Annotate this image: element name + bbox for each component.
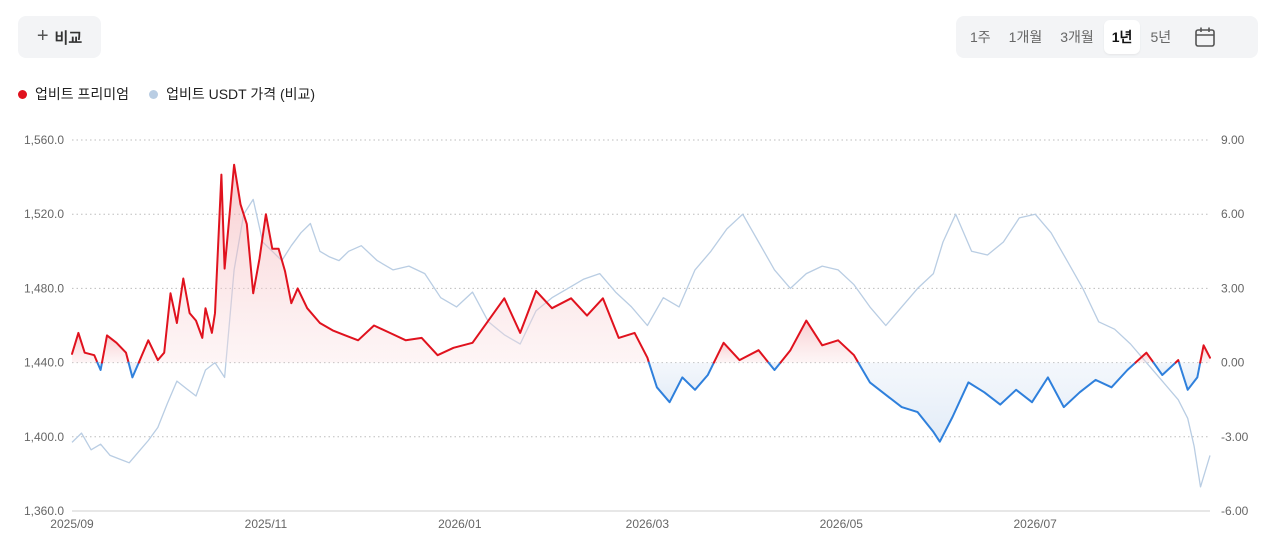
legend-dot-premium xyxy=(18,89,27,99)
range-tab-1w[interactable]: 1주 xyxy=(970,29,991,45)
x-tick-label: 2026/07 xyxy=(1013,517,1057,531)
premium-area-positive xyxy=(138,164,649,363)
chart-legend: 업비트 프리미엄 업비트 USDT 가격 (비교) xyxy=(18,84,315,104)
premium-line-negative xyxy=(96,361,103,371)
legend-dot-usdt xyxy=(149,89,159,99)
y-tick-right: 0.00 xyxy=(1221,356,1245,370)
range-tab-1y[interactable]: 1년 xyxy=(1103,20,1141,54)
y-tick-right: 3.00 xyxy=(1221,281,1245,295)
premium-line-positive xyxy=(71,331,99,364)
premium-area-negative xyxy=(648,362,714,403)
y-tick-left: 1,360.0 xyxy=(24,504,64,518)
premium-area-positive xyxy=(72,332,98,363)
premium-area-positive xyxy=(1200,345,1210,363)
range-tab-1m[interactable]: 1개월 xyxy=(1008,29,1043,45)
premium-area-negative xyxy=(768,362,781,370)
x-tick-label: 2026/03 xyxy=(626,517,670,531)
range-tab-3m[interactable]: 3개월 xyxy=(1060,29,1094,45)
legend-item-usdt[interactable]: 업비트 USDT 가격 (비교) xyxy=(149,84,315,104)
premium-line-negative xyxy=(647,361,715,404)
x-tick-label: 2026/01 xyxy=(438,517,482,531)
y-tick-right: -3.00 xyxy=(1221,430,1249,444)
range-tab-5y[interactable]: 5년 xyxy=(1150,29,1172,45)
premium-line-positive xyxy=(1134,351,1155,364)
y-tick-right: 9.00 xyxy=(1221,133,1245,147)
premium-line-negative xyxy=(857,361,1137,443)
premium-line-positive xyxy=(712,341,770,364)
usdt-price-line xyxy=(71,198,1211,488)
y-tick-right: -6.00 xyxy=(1221,504,1249,518)
y-tick-left: 1,480.0 xyxy=(24,281,64,295)
premium-line-positive xyxy=(1199,344,1211,364)
premium-area-negative xyxy=(1153,362,1176,375)
x-tick-label: 2025/09 xyxy=(50,517,94,531)
compare-button-label: 비교 xyxy=(54,29,83,47)
y-tick-left: 1,520.0 xyxy=(24,207,64,221)
premium-area-negative xyxy=(1179,362,1201,390)
legend-item-premium[interactable]: 업비트 프리미엄 xyxy=(18,84,129,104)
range-selector: 1주 1개월 3개월 1년 5년 xyxy=(956,16,1258,58)
x-tick-label: 2025/11 xyxy=(245,517,288,531)
calendar-icon[interactable] xyxy=(1193,25,1217,49)
premium-line-positive xyxy=(137,163,650,364)
premium-line-positive xyxy=(101,334,130,364)
plus-icon: + xyxy=(36,25,49,47)
premium-line-negative xyxy=(1178,361,1202,391)
premium-area-negative xyxy=(858,362,1136,442)
x-tick-label: 2026/05 xyxy=(820,517,864,531)
y-tick-left: 1,440.0 xyxy=(24,356,64,370)
premium-line-negative xyxy=(767,361,782,371)
legend-label-premium: 업비트 프리미엄 xyxy=(35,86,130,102)
premium-line-negative xyxy=(1152,361,1177,376)
premium-line-negative xyxy=(127,361,140,379)
y-tick-left: 1,400.0 xyxy=(24,430,64,444)
premium-line-positive xyxy=(779,319,860,364)
premium-area-positive xyxy=(1135,352,1154,363)
premium-area-positive xyxy=(102,335,129,363)
y-tick-left: 1,560.0 xyxy=(24,133,64,147)
legend-label-usdt: 업비트 USDT 가격 (비교) xyxy=(166,86,316,102)
y-tick-right: 6.00 xyxy=(1221,207,1245,221)
compare-button[interactable]: + 비교 xyxy=(18,16,101,58)
